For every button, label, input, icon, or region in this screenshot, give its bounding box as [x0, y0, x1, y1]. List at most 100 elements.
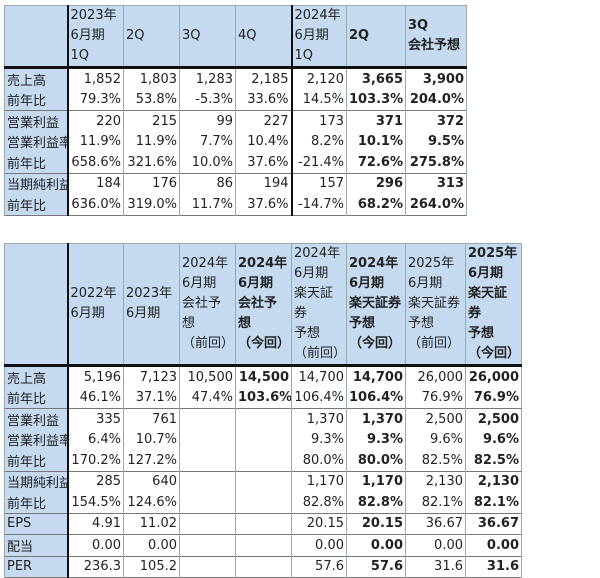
table-cell: 5,196 — [67, 365, 124, 388]
table-row: 前年比 636.0% 319.0% 11.7% 37.6% -14.7% 68.2% 264.… — [4, 194, 467, 215]
table-row: 売上高 1,852 1,803 1,283 2,185 2,120 3,665 3,900 — [4, 67, 467, 90]
table-cell: 82.1% — [465, 492, 522, 513]
table-cell: 103.3% — [346, 89, 406, 111]
table-cell — [179, 534, 236, 556]
row-label: 前年比 — [4, 194, 69, 215]
table-row: 営業利益 335 761 1,370 1,370 2,500 2,500 — [4, 408, 522, 430]
table-cell: 10.4% — [235, 131, 292, 152]
table-row: 営業利益率 6.4% 10.7% 9.3% 9.3% 9.6% 9.6% — [4, 429, 522, 450]
header-line: 3Q — [182, 28, 201, 43]
header-line: 1Q — [70, 48, 90, 63]
table-cell: 1,283 — [179, 67, 236, 90]
table-cell: 285 — [67, 470, 124, 492]
row-label: EPS — [4, 512, 69, 535]
table-cell: 0.00 — [123, 534, 180, 556]
table-cell: 658.6% — [67, 152, 124, 173]
header-line: 予想 — [294, 326, 321, 341]
table-cell: 10.1% — [346, 131, 406, 152]
header-line: 楽天証券 — [468, 286, 508, 321]
table-row: 前年比 170.2% 127.2% 80.0% 80.0% 82.5% 82.5% — [4, 450, 522, 471]
header-line: 6月期 — [349, 276, 385, 291]
table-cell — [179, 408, 236, 430]
table-cell: 47.4% — [179, 387, 236, 409]
table-cell: 3,900 — [405, 67, 467, 90]
table-cell — [179, 450, 236, 471]
header-line: （今回） — [349, 336, 402, 351]
table-cell: 1,803 — [123, 67, 180, 90]
table-cell: 31.6 — [405, 555, 466, 578]
table-cell: 0.00 — [291, 534, 347, 556]
table-cell: 321.6% — [123, 152, 180, 173]
table-cell: 14,700 — [346, 365, 406, 388]
table-cell: 9.3% — [291, 429, 347, 450]
table-cell: 1,170 — [346, 470, 406, 492]
table-cell: 46.1% — [67, 387, 124, 409]
table-cell: 14.5% — [290, 89, 347, 111]
header-line: 6月期 — [182, 276, 217, 291]
header-line: 6月期 — [408, 276, 443, 291]
header-line: （今回） — [468, 346, 521, 361]
table-cell: -14.7% — [290, 194, 347, 215]
row-label: 営業利益 — [4, 408, 69, 430]
header-line: 2022年 — [70, 286, 117, 301]
table-cell — [179, 470, 236, 492]
table-cell — [179, 429, 236, 450]
header-line: 4Q — [238, 28, 257, 43]
table-cell: 76.9% — [405, 387, 466, 409]
column-header: 2024年 6月期 楽天証券 予想 （前回） — [291, 243, 347, 366]
header-line: （前回） — [182, 336, 235, 351]
header-line: 2024年 — [294, 8, 341, 23]
header-line: 2Q — [126, 28, 145, 43]
table-cell — [235, 470, 292, 492]
table-cell: 220 — [67, 110, 124, 132]
table-cell: 371 — [346, 110, 406, 132]
table-cell: 80.0% — [291, 450, 347, 471]
header-line: 1Q — [294, 48, 314, 63]
row-label: 売上高 — [4, 365, 69, 388]
table-cell: 36.67 — [465, 512, 522, 535]
table-cell: 14,500 — [235, 365, 292, 388]
table-cell: 176 — [123, 172, 180, 194]
table-cell: 10.0% — [179, 152, 236, 173]
table-cell: 0.00 — [67, 534, 124, 556]
table-cell: 37.6% — [235, 152, 292, 173]
table-cell: 0.00 — [465, 534, 522, 556]
table-row: EPS 4.91 11.02 20.15 20.15 36.67 36.67 — [4, 512, 522, 535]
table-cell: 53.8% — [123, 89, 180, 111]
table-cell — [235, 429, 292, 450]
corner-header — [4, 243, 69, 366]
header-line: 楽天証券 — [349, 296, 402, 311]
table-cell: 7,123 — [123, 365, 180, 388]
table-row: 営業利益率 11.9% 11.9% 7.7% 10.4% 8.2% 10.1% 9.5% — [4, 131, 467, 152]
row-label: PER — [4, 555, 69, 578]
table-row: 配当 0.00 0.00 0.00 0.00 0.00 0.00 — [4, 534, 522, 556]
column-header: 2023年 6月期 1Q — [67, 5, 124, 68]
header-line: 6月期 — [294, 28, 329, 43]
table-cell: -5.3% — [179, 89, 236, 111]
table-cell: 82.8% — [291, 492, 347, 513]
table-cell: 1,170 — [291, 470, 347, 492]
table-cell: 9.3% — [346, 429, 406, 450]
header-line: 会社予想 — [238, 296, 278, 331]
table-cell: 184 — [67, 172, 124, 194]
table-cell: 4.91 — [67, 512, 124, 535]
table-cell: 82.1% — [405, 492, 466, 513]
header-line: 2023年 — [126, 286, 173, 301]
table-cell: 57.6 — [346, 555, 406, 578]
table-cell — [235, 492, 292, 513]
header-line: （前回） — [294, 346, 347, 361]
row-label: 前年比 — [4, 450, 69, 471]
table-cell: 11.7% — [179, 194, 236, 215]
table-cell: 0.00 — [346, 534, 406, 556]
table-cell: 37.1% — [123, 387, 180, 409]
header-line: （前回） — [408, 336, 461, 351]
table-cell: 14,700 — [291, 365, 347, 388]
table-cell — [179, 492, 236, 513]
table-cell: 82.5% — [405, 450, 466, 471]
table-cell: 36.67 — [405, 512, 466, 535]
column-header: 3Q 会社予想 — [405, 5, 467, 68]
table-cell: 106.4% — [346, 387, 406, 409]
table-cell: -21.4% — [290, 152, 347, 173]
table-cell: 2,130 — [465, 470, 522, 492]
table-cell: 9.5% — [405, 131, 467, 152]
